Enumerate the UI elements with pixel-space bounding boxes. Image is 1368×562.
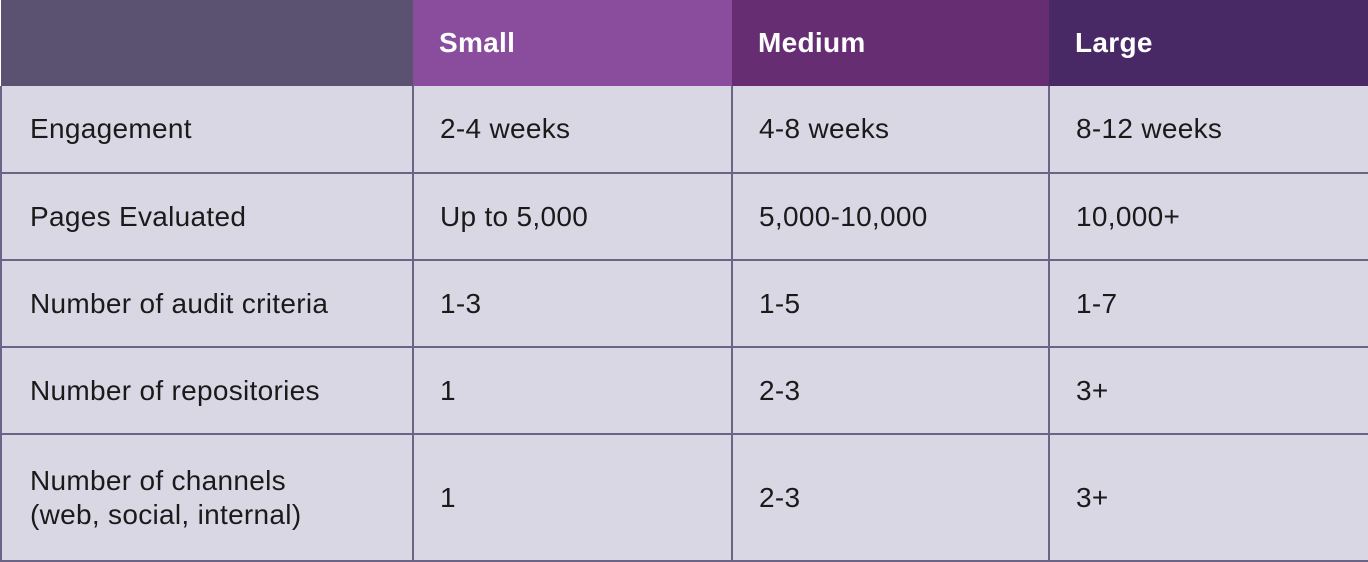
row-label-channels: Number of channels (web, social, interna… <box>0 433 414 562</box>
header-cell-large: Large <box>1049 0 1368 86</box>
table-row: Engagement 2-4 weeks 4-8 weeks 8-12 week… <box>0 86 1368 174</box>
table-cell: 5,000-10,000 <box>731 172 1050 261</box>
row-label-engagement: Engagement <box>0 86 414 174</box>
table-cell: 1 <box>412 433 733 562</box>
table-cell: 1-7 <box>1048 259 1368 348</box>
table-cell: Up to 5,000 <box>412 172 733 261</box>
table-cell: 2-4 weeks <box>412 86 733 174</box>
table-row: Number of repositories 1 2-3 3+ <box>0 346 1368 435</box>
table-cell: 2-3 <box>731 346 1050 435</box>
table-cell: 3+ <box>1048 433 1368 562</box>
header-row: Small Medium Large <box>1 0 1368 86</box>
header-cell-small: Small <box>413 0 732 86</box>
header-cell-empty <box>1 0 413 86</box>
table-cell: 3+ <box>1048 346 1368 435</box>
row-label-pages-evaluated: Pages Evaluated <box>0 172 414 261</box>
table-cell: 8-12 weeks <box>1048 86 1368 174</box>
table-cell: 4-8 weeks <box>731 86 1050 174</box>
table-row: Pages Evaluated Up to 5,000 5,000-10,000… <box>0 172 1368 261</box>
table-row: Number of audit criteria 1-3 1-5 1-7 <box>0 259 1368 348</box>
table-cell: 1-3 <box>412 259 733 348</box>
header-cell-medium: Medium <box>732 0 1049 86</box>
table-cell: 1-5 <box>731 259 1050 348</box>
table-cell: 2-3 <box>731 433 1050 562</box>
row-label-audit-criteria: Number of audit criteria <box>0 259 414 348</box>
row-label-repositories: Number of repositories <box>0 346 414 435</box>
table-cell: 1 <box>412 346 733 435</box>
table-row: Number of channels (web, social, interna… <box>0 433 1368 562</box>
table-cell: 10,000+ <box>1048 172 1368 261</box>
